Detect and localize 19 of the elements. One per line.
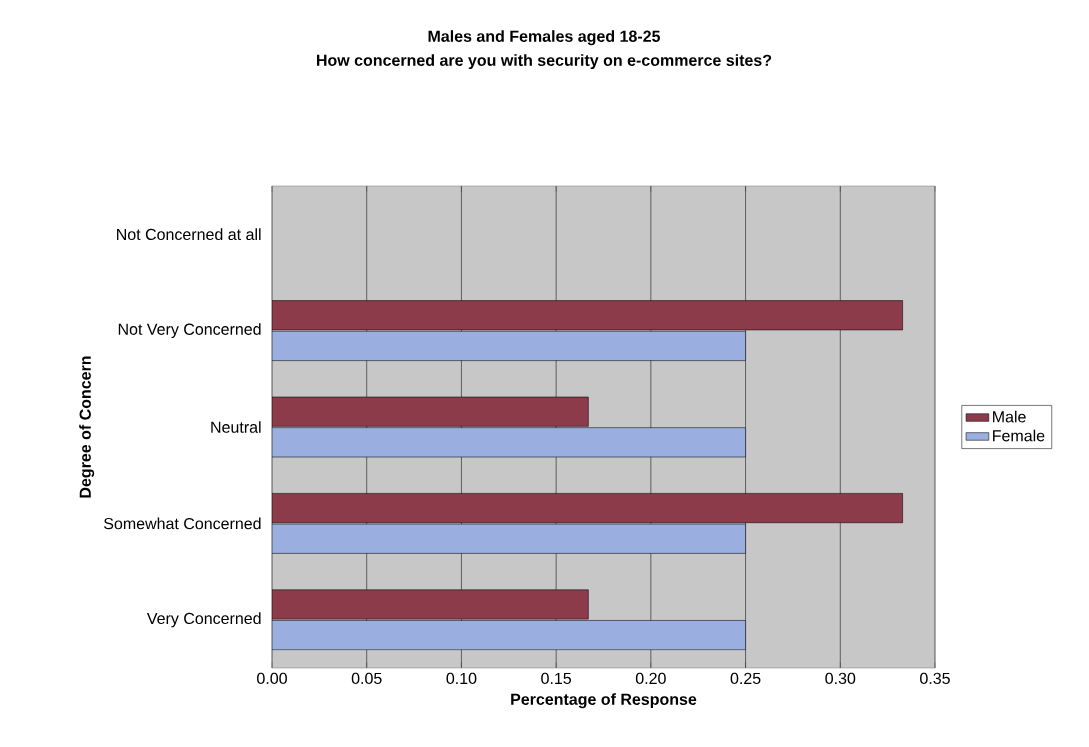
- x-tick-label: 0.30: [825, 672, 856, 685]
- x-tick-label: 0.25: [730, 672, 761, 685]
- y-tick-label: Not Very Concerned: [118, 323, 261, 339]
- y-tick-label: Neutral: [211, 421, 261, 433]
- legend-label: Female: [993, 429, 1045, 442]
- x-tick-label: 0.20: [635, 672, 666, 685]
- x-axis-title: Percentage of Response: [511, 693, 697, 709]
- legend-label: Male: [993, 410, 1026, 423]
- x-tick-label: 0.10: [446, 672, 477, 685]
- x-tick-label: 0.35: [920, 672, 950, 685]
- y-tick-label: Not Concerned at all: [117, 228, 261, 241]
- x-tick-label: 0.15: [541, 672, 572, 685]
- y-tick-label: Very Concerned: [146, 612, 261, 628]
- y-axis-title: Degree of Concern: [79, 356, 95, 498]
- y-tick-label: Somewhat Concerned: [104, 517, 261, 530]
- chart-subtitle: How concerned are you with security on e-commerce sites?: [317, 54, 772, 70]
- x-tick-label: 0.05: [351, 672, 382, 685]
- x-tick-label: 0.00: [257, 672, 287, 685]
- chart-title: Males and Females aged 18-25: [428, 30, 661, 46]
